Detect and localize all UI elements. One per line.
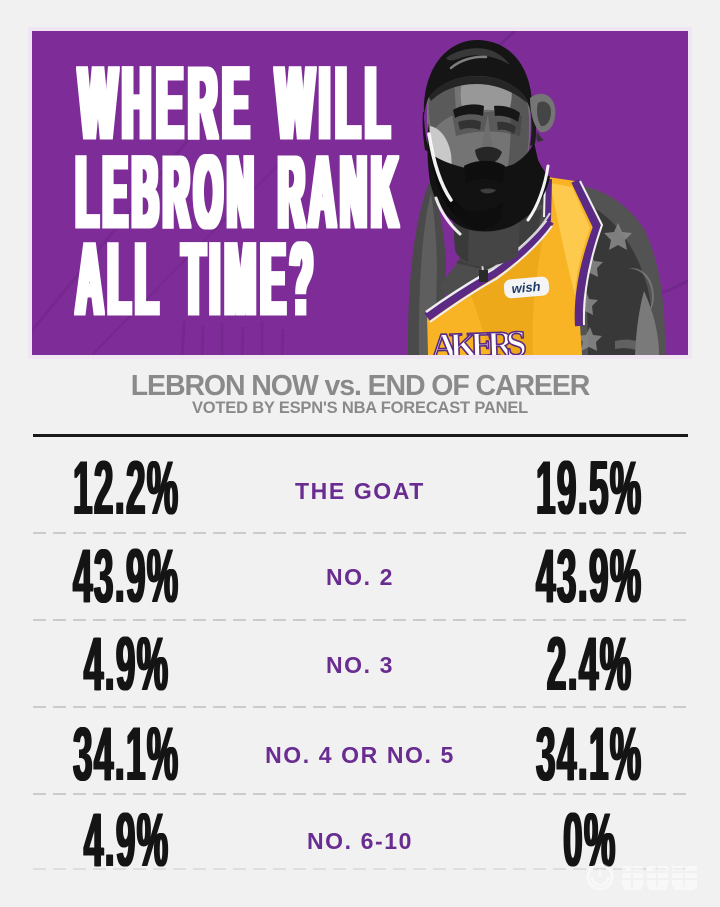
svg-text:wish: wish — [511, 279, 541, 296]
svg-text:AKERS: AKERS — [430, 324, 527, 355]
svg-text:WHERE WILL: WHERE WILL — [79, 47, 395, 160]
svg-text:LEBRON RANK: LEBRON RANK — [76, 137, 402, 250]
svg-text:ALL TIME?: ALL TIME? — [76, 224, 317, 337]
